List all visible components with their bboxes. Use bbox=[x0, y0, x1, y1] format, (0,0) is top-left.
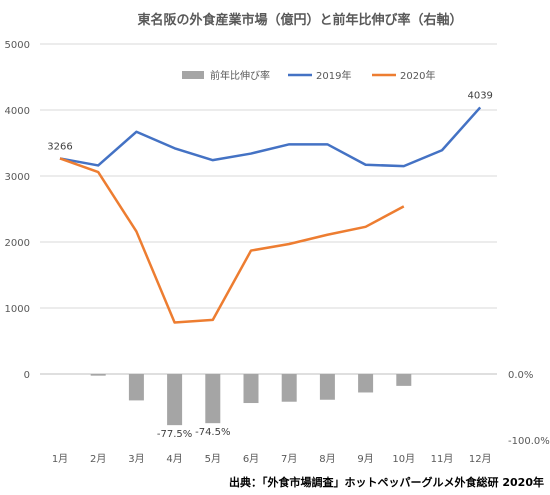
x-tick-label: 3月 bbox=[128, 453, 144, 465]
bar-9月 bbox=[358, 374, 374, 393]
bar-4月 bbox=[167, 374, 183, 426]
x-tick-label: 5月 bbox=[205, 453, 221, 465]
x-tick-label: 1月 bbox=[52, 453, 68, 465]
x-axis-ticks: 1月 2月 3月 4月 5月 6月 7月 8月 9月 10月 11月 12月 bbox=[52, 453, 492, 465]
x-tick-label: 6月 bbox=[243, 453, 259, 465]
left-tick-label: 1000 bbox=[5, 304, 30, 315]
left-axis-ticks: 0 1000 2000 3000 4000 5000 bbox=[5, 40, 30, 381]
chart-title: 東名阪の外食産業市場（億円）と前年比伸び率（右軸） bbox=[137, 12, 462, 28]
line-2020年 bbox=[59, 157, 405, 324]
right-axis-ticks: 0.0% -100.0% bbox=[508, 370, 550, 447]
left-tick-label: 4000 bbox=[5, 106, 30, 117]
gridlines bbox=[40, 43, 497, 375]
bar-2月 bbox=[90, 374, 106, 376]
bar-6月 bbox=[243, 374, 259, 404]
bar-5月 bbox=[205, 374, 221, 424]
bar-7月 bbox=[281, 374, 297, 402]
source-note: 出典：「外食市場調査」ホットペッパーグルメ外食総研 2020年 bbox=[229, 475, 544, 489]
data-label: 3266 bbox=[47, 141, 72, 152]
x-tick-label: 8月 bbox=[319, 453, 335, 465]
x-tick-label: 10月 bbox=[392, 453, 415, 465]
left-tick-label: 5000 bbox=[5, 40, 30, 51]
x-tick-label: 7月 bbox=[281, 453, 297, 465]
legend-label: 2019年 bbox=[316, 69, 351, 82]
legend-label: 前年比伸び率 bbox=[210, 69, 270, 82]
x-tick-label: 11月 bbox=[431, 453, 454, 465]
left-tick-label: 2000 bbox=[5, 238, 30, 249]
x-tick-label: 4月 bbox=[166, 453, 182, 465]
left-tick-label: 0 bbox=[24, 370, 30, 381]
bar-10月 bbox=[396, 374, 412, 386]
x-tick-label: 2月 bbox=[90, 453, 106, 465]
legend-swatch bbox=[182, 71, 204, 79]
line-series bbox=[59, 106, 482, 324]
right-tick-label: -100.0% bbox=[508, 436, 550, 447]
legend-label: 2020年 bbox=[400, 69, 435, 82]
x-tick-label: 12月 bbox=[469, 453, 492, 465]
data-label: 4039 bbox=[467, 90, 492, 101]
bar-3月 bbox=[128, 374, 144, 401]
bar-series-growth bbox=[90, 374, 412, 426]
line-2019年 bbox=[59, 106, 482, 168]
bar-8月 bbox=[319, 374, 335, 400]
x-tick-label: 9月 bbox=[357, 453, 373, 465]
data-label: -74.5% bbox=[195, 427, 230, 438]
data-labels: 3266 4039 -77.5% -74.5% bbox=[47, 90, 493, 440]
right-tick-label: 0.0% bbox=[508, 370, 533, 381]
legend: 前年比伸び率 2019年 2020年 bbox=[182, 69, 435, 82]
data-label: -77.5% bbox=[157, 429, 192, 440]
left-tick-label: 3000 bbox=[5, 172, 30, 183]
